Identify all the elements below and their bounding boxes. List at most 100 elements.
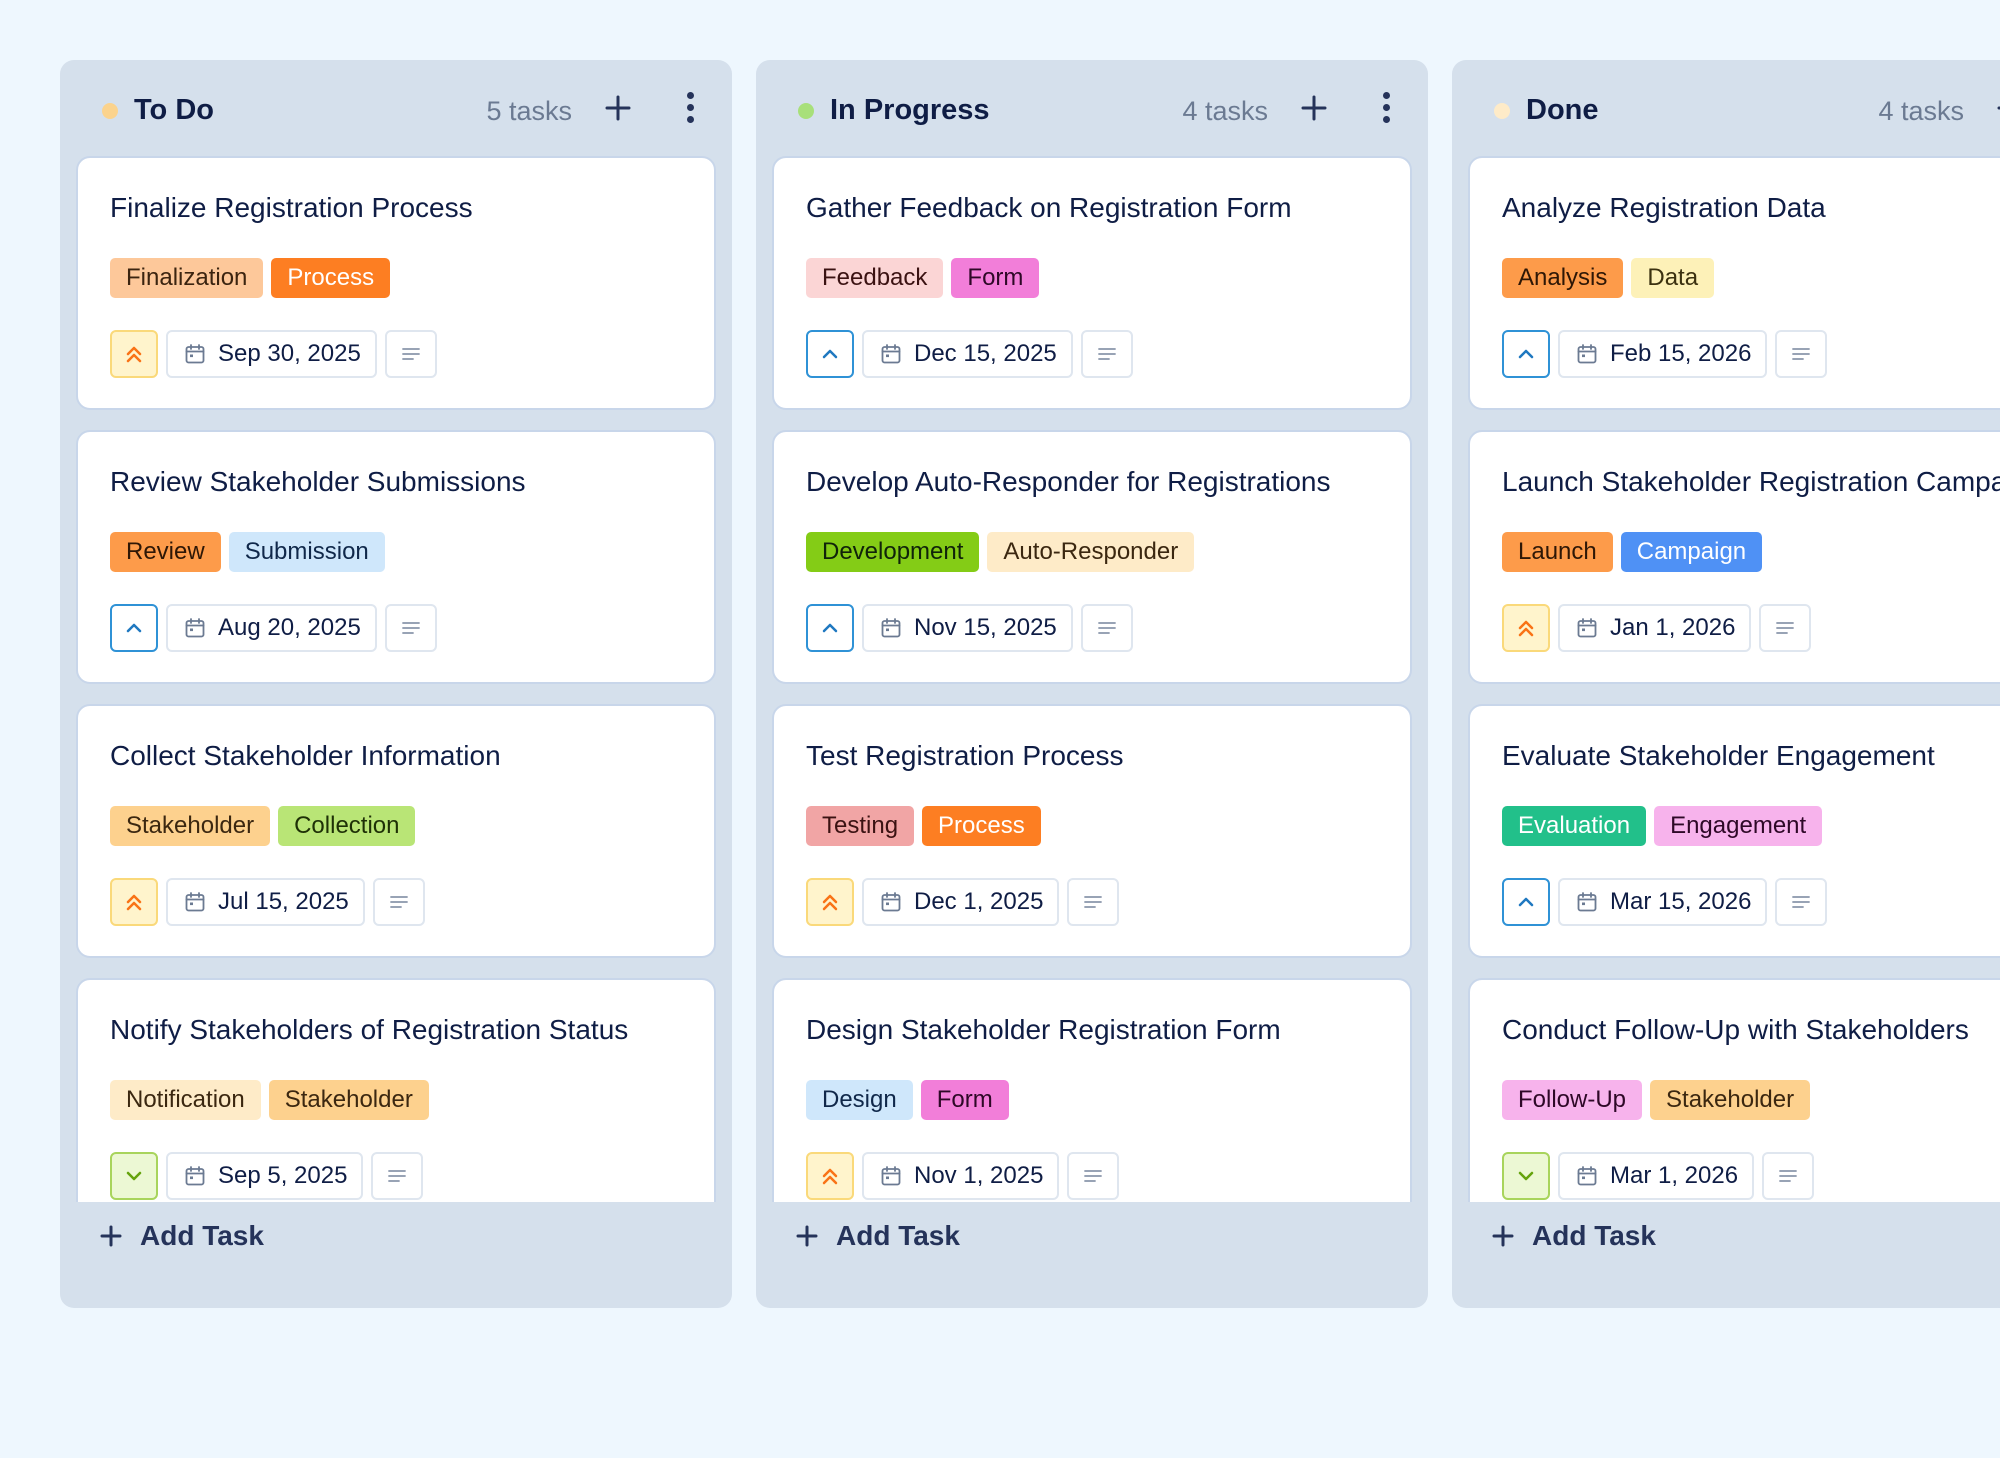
add-task-button[interactable]: Add Task	[1488, 1208, 1656, 1264]
task-card[interactable]: Notify Stakeholders of Registration Stat…	[76, 978, 716, 1202]
tag[interactable]: Follow-Up	[1502, 1080, 1643, 1120]
tag[interactable]: Development	[806, 532, 980, 572]
add-card-button[interactable]	[1990, 88, 2000, 128]
card-meta: Jul 15, 2025	[110, 878, 425, 926]
column-menu-button[interactable]	[682, 90, 698, 126]
tag[interactable]: Finalization	[110, 258, 264, 298]
calendar-icon	[1577, 892, 1597, 912]
due-date-button[interactable]: Nov 15, 2025	[862, 604, 1073, 652]
tag[interactable]: Form	[951, 258, 1040, 298]
due-date-button[interactable]: Sep 5, 2025	[166, 1152, 364, 1200]
priority-medium-button[interactable]	[806, 330, 854, 378]
due-date-button[interactable]: Mar 1, 2026	[1558, 1152, 1755, 1200]
priority-high-button[interactable]	[806, 878, 854, 926]
plus-icon	[796, 1225, 818, 1247]
add-card-button[interactable]	[598, 88, 638, 128]
description-button[interactable]	[1762, 1152, 1815, 1200]
tag[interactable]: Form	[920, 1080, 1009, 1120]
due-date-button[interactable]: Mar 15, 2026	[1558, 878, 1768, 926]
due-date-button[interactable]: Dec 15, 2025	[862, 330, 1073, 378]
tag[interactable]: Review	[110, 532, 221, 572]
column-title: Done	[1526, 94, 1599, 126]
due-date-text: Nov 1, 2025	[914, 1162, 1044, 1189]
tag[interactable]: Auto-Responder	[987, 532, 1195, 572]
description-button[interactable]	[372, 878, 425, 926]
task-card[interactable]: Evaluate Stakeholder Engagement Evaluati…	[1468, 704, 2000, 958]
column-to-do: To Do 5 tasks Finalize Registration Proc…	[60, 60, 732, 1308]
add-task-label: Add Task	[836, 1220, 960, 1251]
priority-low-button[interactable]	[1502, 1152, 1550, 1200]
task-card[interactable]: Review Stakeholder Submissions Review Su…	[76, 430, 716, 684]
tag-list: Follow-Up Stakeholder	[1502, 1080, 1811, 1120]
tag[interactable]: Testing	[806, 806, 915, 846]
description-button[interactable]	[1775, 330, 1828, 378]
tag[interactable]: Feedback	[806, 258, 944, 298]
description-button[interactable]	[1759, 604, 1812, 652]
description-button[interactable]	[371, 1152, 424, 1200]
task-card[interactable]: Launch Stakeholder Registration Campaign…	[1468, 430, 2000, 684]
description-button[interactable]	[1775, 878, 1828, 926]
tag[interactable]: Stakeholder	[110, 806, 271, 846]
priority-medium-button[interactable]	[806, 604, 854, 652]
description-button[interactable]	[384, 330, 437, 378]
column-menu-button[interactable]	[1378, 90, 1394, 126]
tag-list: Review Submission	[110, 532, 385, 572]
tag[interactable]: Analysis	[1502, 258, 1624, 298]
tag[interactable]: Launch	[1502, 532, 1613, 572]
column-task-count: 4 tasks	[1182, 96, 1268, 126]
card-meta: Aug 20, 2025	[110, 604, 437, 652]
card-list: Gather Feedback on Registration Form Fee…	[772, 156, 1412, 1202]
priority-low-button[interactable]	[110, 1152, 158, 1200]
chevron-up-icon	[822, 349, 838, 359]
description-button[interactable]	[1080, 330, 1133, 378]
due-date-button[interactable]: Sep 30, 2025	[166, 330, 377, 378]
tag[interactable]: Campaign	[1620, 532, 1763, 572]
tag[interactable]: Process	[271, 258, 391, 298]
tag[interactable]: Notification	[110, 1080, 261, 1120]
priority-high-button[interactable]	[110, 330, 158, 378]
tag[interactable]: Data	[1631, 258, 1715, 298]
priority-high-button[interactable]	[110, 878, 158, 926]
add-card-button[interactable]	[1294, 88, 1334, 128]
tag[interactable]: Collection	[278, 806, 416, 846]
task-card[interactable]: Gather Feedback on Registration Form Fee…	[772, 156, 1412, 410]
card-list: Finalize Registration Process Finalizati…	[76, 156, 716, 1202]
description-button[interactable]	[1067, 878, 1120, 926]
tag[interactable]: Design	[806, 1080, 913, 1120]
priority-high-button[interactable]	[1502, 604, 1550, 652]
task-card[interactable]: Design Stakeholder Registration Form Des…	[772, 978, 1412, 1202]
tag[interactable]: Stakeholder	[1650, 1080, 1811, 1120]
priority-medium-button[interactable]	[110, 604, 158, 652]
text-lines-icon	[1776, 622, 1795, 634]
description-button[interactable]	[1080, 604, 1133, 652]
add-task-button[interactable]: Add Task	[792, 1208, 960, 1264]
due-date-button[interactable]: Nov 1, 2025	[862, 1152, 1060, 1200]
description-button[interactable]	[1067, 1152, 1120, 1200]
task-card[interactable]: Finalize Registration Process Finalizati…	[76, 156, 716, 410]
due-date-button[interactable]: Feb 15, 2026	[1558, 330, 1768, 378]
tag[interactable]: Evaluation	[1502, 806, 1647, 846]
tag[interactable]: Process	[922, 806, 1041, 846]
due-date-button[interactable]: Jan 1, 2026	[1558, 604, 1752, 652]
task-card[interactable]: Conduct Follow-Up with Stakeholders Foll…	[1468, 978, 2000, 1202]
description-button[interactable]	[384, 604, 437, 652]
priority-medium-button[interactable]	[1502, 330, 1550, 378]
tag[interactable]: Engagement	[1654, 806, 1823, 846]
task-card[interactable]: Analyze Registration Data Analysis Data …	[1468, 156, 2000, 410]
due-date-text: Dec 1, 2025	[914, 888, 1044, 915]
due-date-button[interactable]: Jul 15, 2025	[166, 878, 365, 926]
priority-medium-button[interactable]	[1502, 878, 1550, 926]
due-date-button[interactable]: Dec 1, 2025	[862, 878, 1060, 926]
tag[interactable]: Submission	[228, 532, 385, 572]
column-in-progress: In Progress 4 tasks Gather Feedback on R…	[756, 60, 1428, 1308]
task-card[interactable]: Develop Auto-Responder for Registrations…	[772, 430, 1412, 684]
tag[interactable]: Stakeholder	[268, 1080, 429, 1120]
add-task-button[interactable]: Add Task	[96, 1208, 264, 1264]
task-card[interactable]: Collect Stakeholder Information Stakehol…	[76, 704, 716, 958]
task-card[interactable]: Test Registration Process Testing Proces…	[772, 704, 1412, 958]
due-date-button[interactable]: Aug 20, 2025	[166, 604, 377, 652]
chevron-down-icon	[126, 1171, 142, 1181]
priority-high-button[interactable]	[806, 1152, 854, 1200]
column-status-dot	[1494, 103, 1510, 119]
chevron-down-icon	[1518, 1171, 1534, 1181]
